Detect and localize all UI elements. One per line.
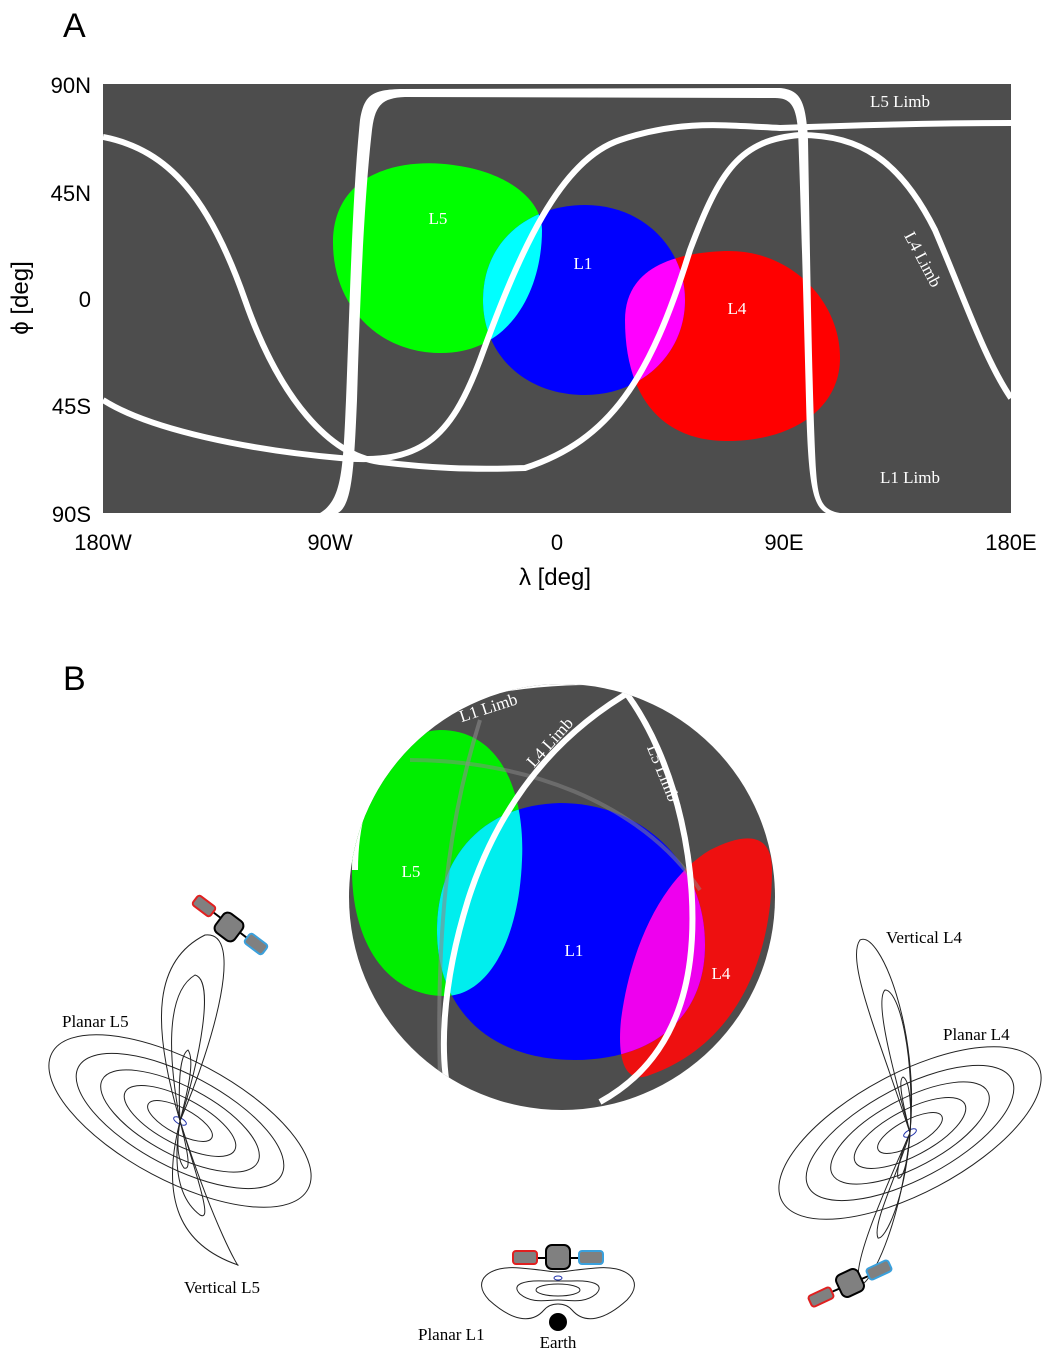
globe-l5-label: L5 <box>402 862 421 881</box>
l4-region-label: L4 <box>728 299 747 318</box>
panel-a: A L5 L1 L4 <box>7 7 1037 591</box>
x-tick: 180W <box>74 530 132 555</box>
planar-l5-label: Planar L5 <box>62 1012 129 1031</box>
planar-l1-label: Planar L1 <box>418 1325 485 1344</box>
l1-region-label: L1 <box>574 254 593 273</box>
y-axis-label: ϕ [deg] <box>7 261 34 335</box>
vertical-l4-label: Vertical L4 <box>886 928 962 947</box>
x-tick: 90W <box>307 530 352 555</box>
l1-satellite <box>512 1244 604 1270</box>
map-regions: L5 L1 L4 L5 Limb L4 Limb L1 Limb <box>103 88 1011 513</box>
vertical-l4-orbits <box>856 938 913 1286</box>
x-tick: 90E <box>764 530 803 555</box>
satellite-icon <box>213 911 245 943</box>
satellite-icon <box>835 1268 865 1298</box>
l4-limb-curve <box>103 131 1011 472</box>
satellite-icon <box>545 1244 571 1270</box>
solar-panel-icon <box>191 894 217 918</box>
globe-l4-label: L4 <box>712 964 731 983</box>
planar-l1-orbits <box>481 1267 635 1320</box>
panel-a-letter: A <box>63 7 86 45</box>
l4-orbit-family: Vertical L4 Planar L4 <box>778 928 1042 1308</box>
x-tick: 0 <box>551 530 563 555</box>
globe-l4-limb-curve <box>440 684 642 1101</box>
globe-l5-limb-curve <box>598 684 696 1105</box>
l4-satellite <box>807 1259 893 1308</box>
planar-l4-orbits <box>778 1046 1042 1220</box>
l5-orbit-family: Planar L5 Vertical L5 <box>48 894 312 1297</box>
solar-panel-icon <box>578 1250 604 1265</box>
l5-satellite <box>191 894 269 956</box>
vertical-l5-orbits <box>160 934 239 1266</box>
solar-panel-icon <box>243 932 269 956</box>
panel-b: B L5 L1 L4 L1 Limb L4 Limb <box>48 660 1042 1352</box>
planar-l5-orbits <box>48 1034 312 1208</box>
x-tick: 180E <box>985 530 1036 555</box>
planar-l4-label: Planar L4 <box>943 1025 1010 1044</box>
y-tick: 90S <box>52 502 91 527</box>
l1-orbit-family: Planar L1 Earth <box>418 1244 635 1352</box>
panel-b-letter: B <box>63 660 86 698</box>
globe-regions <box>352 684 772 1105</box>
l1-limb-curve <box>103 120 1011 463</box>
earth-label: Earth <box>540 1333 577 1352</box>
globe-back-limb <box>437 719 482 1081</box>
earth-icon <box>549 1313 567 1331</box>
x-axis-ticks: 180W 90W 0 90E 180E <box>74 530 1036 555</box>
y-axis-ticks: 90N 45N 0 45S 90S <box>51 73 91 527</box>
solar-panel-icon <box>865 1259 893 1281</box>
globe-back-limb <box>409 758 702 892</box>
l5-limb-label: L5 Limb <box>870 92 930 111</box>
globe-l1-label: L1 <box>565 941 584 960</box>
y-tick: 45S <box>52 394 91 419</box>
vertical-l5-label: Vertical L5 <box>184 1278 260 1297</box>
y-tick: 45N <box>51 181 91 206</box>
l1-limb-label: L1 Limb <box>880 468 940 487</box>
x-axis-label: λ [deg] <box>519 564 591 591</box>
y-tick: 90N <box>51 73 91 98</box>
solar-panel-icon <box>807 1286 835 1308</box>
l5-region-label: L5 <box>429 209 448 228</box>
solar-panel-icon <box>512 1250 538 1265</box>
y-tick: 0 <box>79 287 91 312</box>
